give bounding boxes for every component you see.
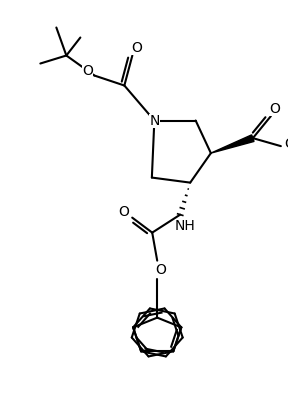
Text: O: O: [270, 102, 280, 116]
Text: N: N: [149, 114, 160, 127]
Text: OH: OH: [284, 137, 288, 151]
Text: O: O: [155, 263, 166, 277]
Text: O: O: [118, 205, 129, 219]
Text: NH: NH: [175, 219, 196, 233]
Text: O: O: [131, 41, 142, 54]
Text: O: O: [82, 64, 93, 77]
Polygon shape: [211, 135, 254, 153]
